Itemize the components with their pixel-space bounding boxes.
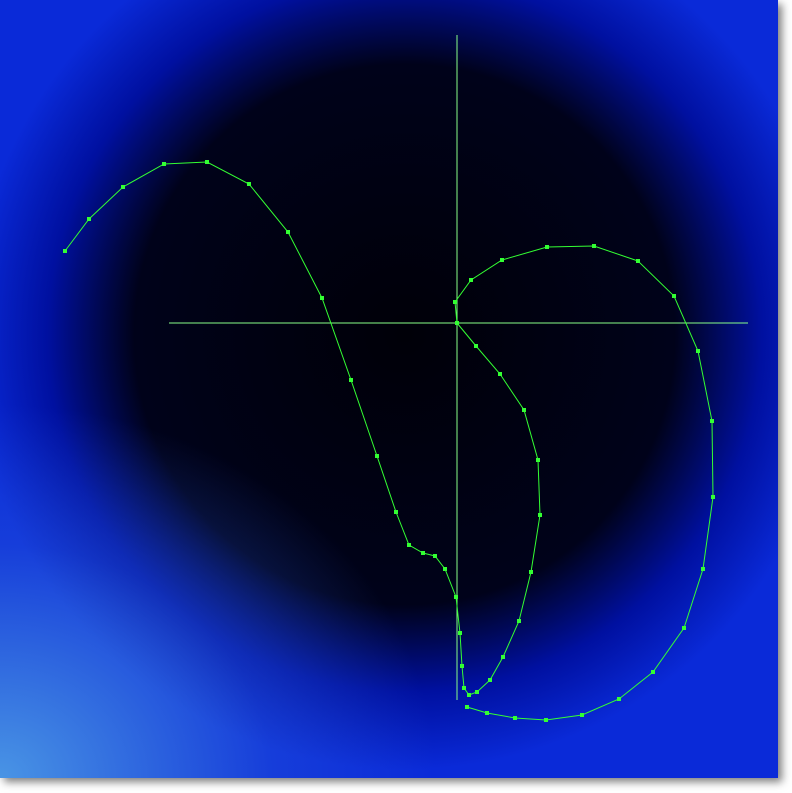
point-marker [87,217,91,221]
point-marker [469,278,473,282]
point-marker [538,513,542,517]
point-marker [462,686,466,690]
plot-background [0,0,778,778]
point-marker [63,249,67,253]
point-marker [696,349,700,353]
point-marker [453,300,457,304]
point-marker [485,711,489,715]
point-marker [545,245,549,249]
point-marker [465,705,469,709]
curve [64,161,714,721]
point-marker [407,543,411,547]
point-marker [580,713,584,717]
point-marker [162,162,166,166]
point-marker [636,259,640,263]
point-marker [121,185,125,189]
point-marker [501,655,505,659]
point-marker [672,294,676,298]
point-marker [443,567,447,571]
point-marker [529,570,533,574]
point-marker [375,454,379,458]
point-marker [467,693,471,697]
point-marker [460,664,464,668]
point-marker [592,244,596,248]
point-marker [500,258,504,262]
point-marker [433,554,437,558]
point-marker [421,551,425,555]
point-marker [536,458,540,462]
point-marker [320,296,324,300]
point-marker [286,230,290,234]
point-marker [349,378,353,382]
point-marker [458,631,462,635]
point-marker [651,670,655,674]
point-marker [394,510,398,514]
point-marker [617,697,621,701]
chart [63,35,748,722]
point-marker [498,372,502,376]
point-marker [544,718,548,722]
point-marker [474,344,478,348]
point-marker [475,690,479,694]
point-marker [711,495,715,499]
point-marker [488,678,492,682]
point-marker [205,160,209,164]
point-marker [513,716,517,720]
point-marker [454,595,458,599]
point-marker [455,321,459,325]
point-marker [517,619,521,623]
point-marker [701,567,705,571]
point-marker [710,419,714,423]
point-marker [522,408,526,412]
point-marker [682,626,686,630]
point-marker [247,182,251,186]
